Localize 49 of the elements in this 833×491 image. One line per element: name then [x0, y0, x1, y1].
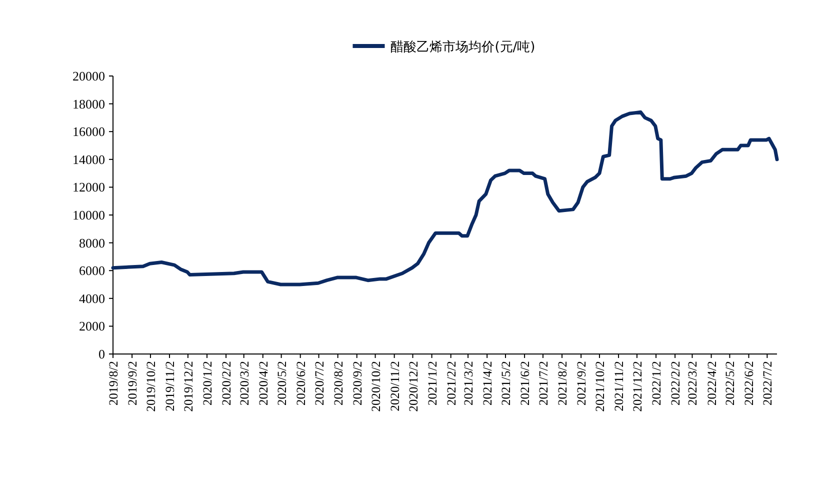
x-tick-label: 2020/10/2	[368, 361, 383, 412]
x-tick-label: 2021/8/2	[556, 361, 570, 406]
x-tick-label: 2021/4/2	[480, 361, 495, 406]
x-tick-label: 2020/11/2	[388, 361, 402, 412]
x-tick-label: 2019/10/2	[144, 361, 158, 412]
x-tick-label: 2020/7/2	[312, 361, 326, 406]
x-tick-label: 2022/5/2	[723, 361, 738, 406]
x-tick-label: 2022/4/2	[704, 361, 719, 406]
x-tick-label: 2021/3/2	[462, 361, 476, 406]
x-tick-label: 2019/8/2	[106, 361, 120, 406]
x-tick-label: 2022/7/2	[760, 361, 775, 406]
y-tick-label: 0	[98, 346, 105, 362]
x-tick-label: 2021/10/2	[592, 361, 607, 412]
x-tick-label: 2020/6/2	[294, 361, 308, 406]
y-tick-label: 2000	[79, 318, 105, 334]
x-tick-label: 2019/12/2	[181, 361, 196, 412]
x-tick-label: 2020/12/2	[406, 361, 420, 412]
legend: 醋酸乙烯市场均价(元/吨)	[352, 40, 536, 55]
y-tick-label: 12000	[72, 180, 105, 195]
x-tick-label: 2020/2/2	[220, 361, 234, 406]
x-tick-label: 2022/6/2	[742, 361, 756, 406]
y-tick-label: 14000	[72, 152, 105, 167]
x-tick-label: 2021/1/2	[425, 361, 440, 406]
x-tick-label: 2019/11/2	[163, 361, 178, 412]
x-tick-label: 2020/9/2	[350, 361, 364, 406]
x-tick-label: 2021/5/2	[499, 361, 514, 406]
x-tick-label: 2021/6/2	[518, 361, 532, 406]
x-tick-label: 2021/12/2	[630, 361, 644, 412]
y-tick-label: 16000	[72, 124, 105, 140]
x-tick-label: 2020/5/2	[274, 361, 289, 406]
y-tick-label: 6000	[79, 263, 105, 278]
x-tick-label: 2020/3/2	[237, 361, 252, 406]
x-tick-label: 2021/7/2	[536, 361, 550, 406]
x-tick-label: 2022/3/2	[686, 361, 700, 406]
x-tick-label: 2021/2/2	[444, 361, 458, 406]
x-tick-label: 2020/8/2	[331, 361, 346, 406]
x-tick-label: 2021/9/2	[574, 361, 589, 406]
x-tick-label: 2020/4/2	[256, 361, 270, 406]
x-tick-label: 2021/11/2	[612, 361, 626, 412]
x-tick-label: 2019/9/2	[126, 361, 140, 406]
y-tick-label: 4000	[79, 290, 105, 306]
y-tick-label: 10000	[72, 208, 105, 222]
x-tick-label: 2022/1/2	[649, 361, 664, 406]
y-tick-label: 18000	[72, 96, 105, 112]
y-tick-label: 8000	[79, 235, 105, 250]
x-tick-label: 2020/1/2	[200, 361, 214, 406]
legend-label: 醋酸乙烯市场均价(元/吨)	[390, 40, 536, 55]
x-tick-label: 2022/2/2	[668, 361, 683, 406]
y-tick-label: 20000	[72, 68, 105, 84]
